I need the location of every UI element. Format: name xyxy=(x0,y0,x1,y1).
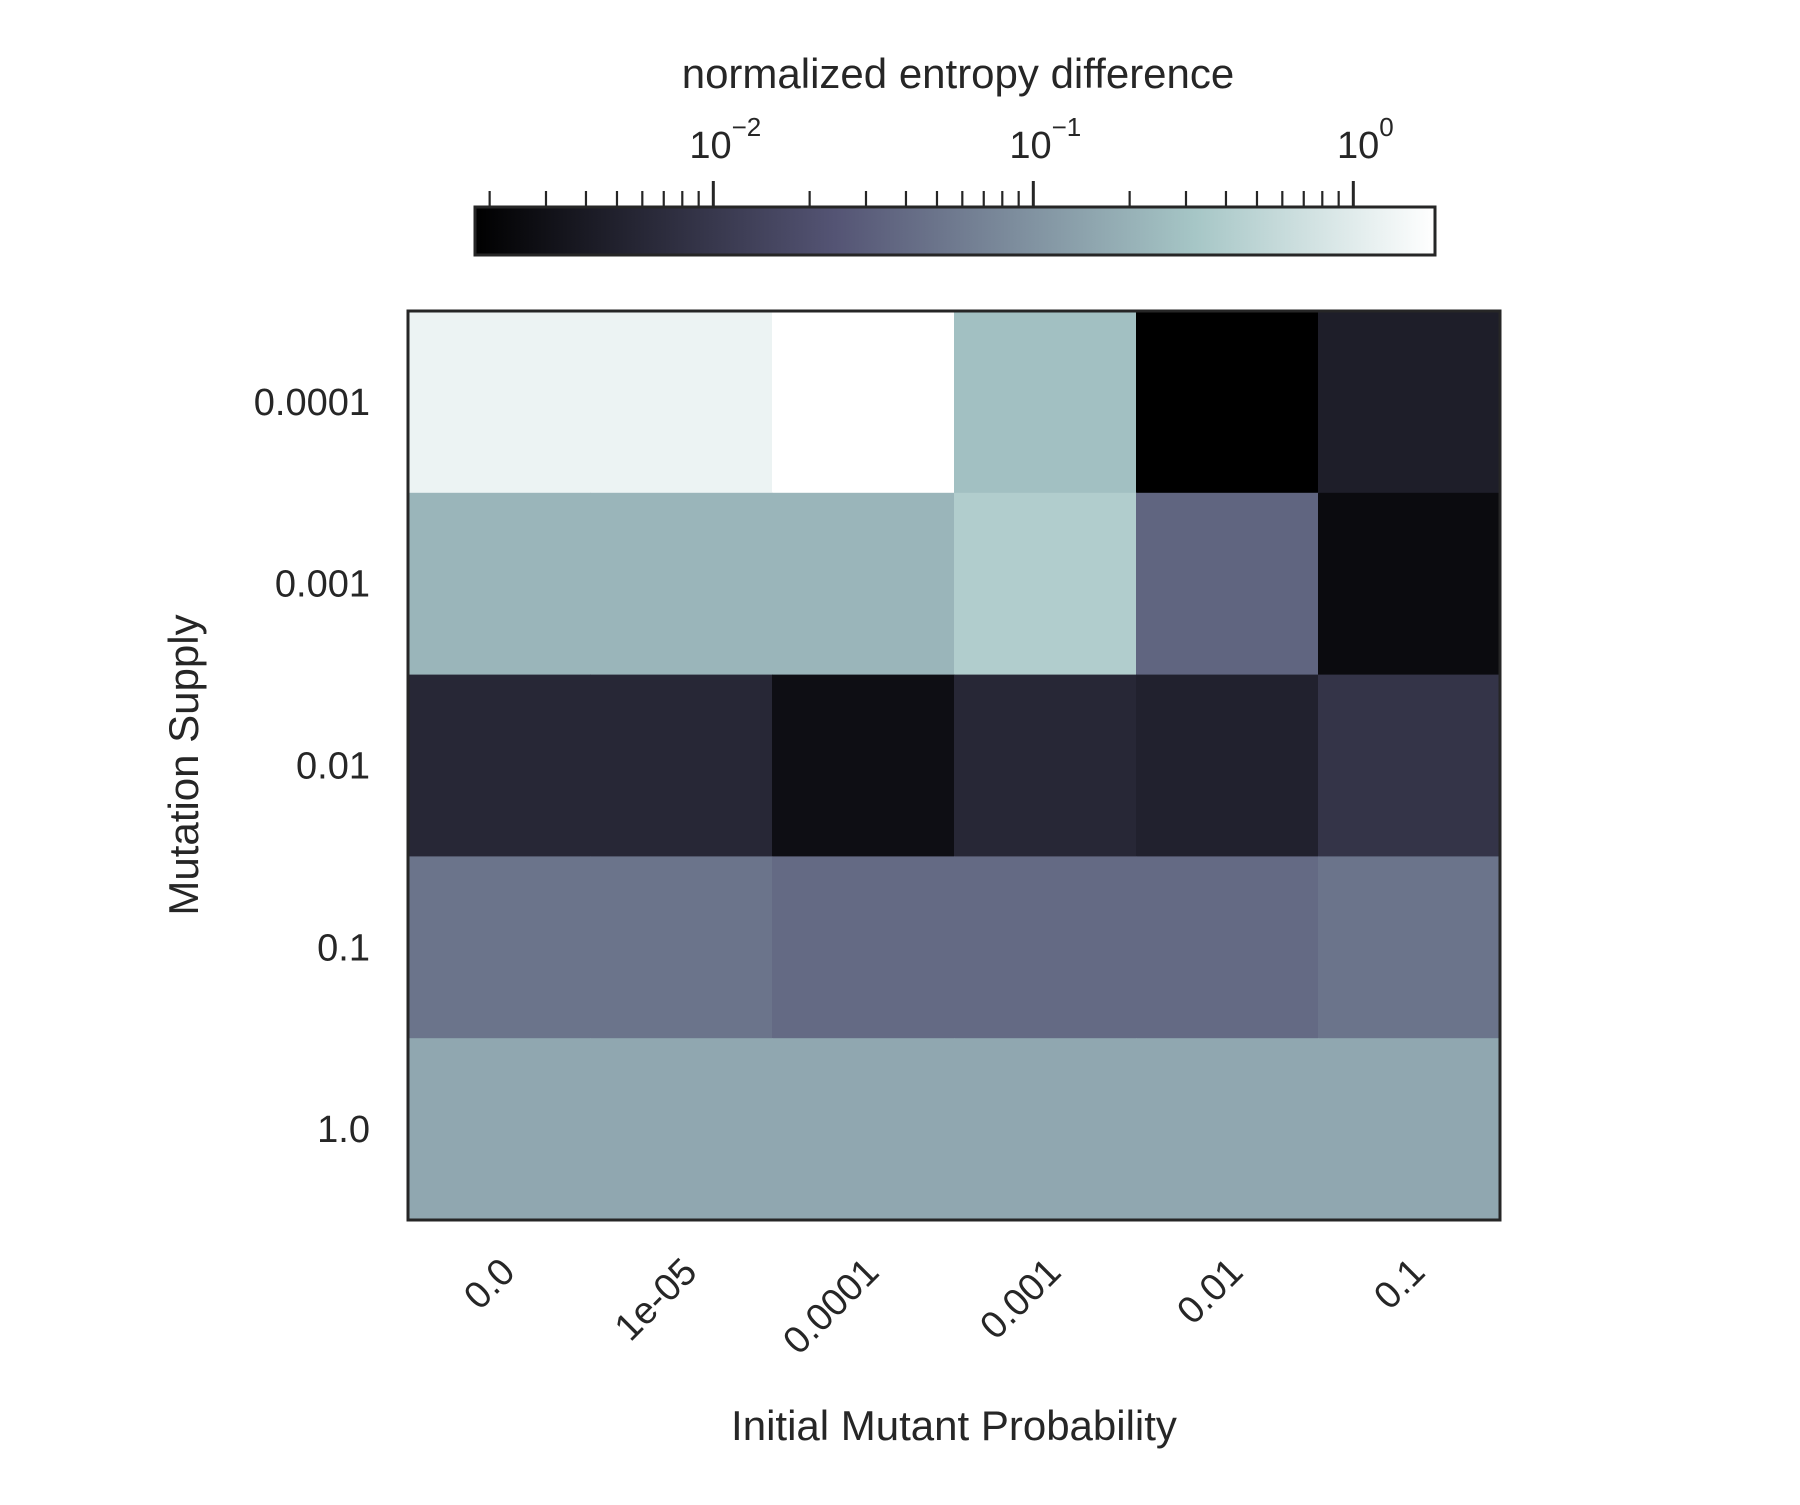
heatmap-cell xyxy=(590,674,773,857)
heatmap-cell xyxy=(1136,1038,1319,1221)
heatmap-cell xyxy=(954,856,1137,1039)
heatmap-cell xyxy=(772,674,955,857)
heatmap-cell xyxy=(590,1038,773,1221)
heatmap-cell xyxy=(772,311,955,494)
x-tick-labels: 0.0 1e-05 0.0001 0.001 0.01 0.1 xyxy=(456,1251,1433,1363)
x-tick-label: 0.1 xyxy=(1366,1251,1433,1318)
colorbar-tick-label: 100 xyxy=(1337,112,1394,167)
heatmap-cell xyxy=(1136,674,1319,857)
heatmap-cell xyxy=(954,492,1137,676)
y-tick-labels: 0.0001 0.001 0.01 0.1 1.0 xyxy=(254,382,370,1151)
colorbar-gradient xyxy=(475,207,1435,255)
heatmap-cell xyxy=(772,1038,955,1221)
x-tick-label: 1e-05 xyxy=(607,1251,705,1349)
heatmap-cell xyxy=(1318,311,1501,494)
heatmap-cell xyxy=(408,1038,591,1221)
colorbar-frame xyxy=(473,205,1437,257)
colorbar-tick-label: 10−1 xyxy=(1009,112,1081,167)
heatmap-cell xyxy=(1136,856,1319,1039)
heatmap-cells xyxy=(408,311,1501,1221)
heatmap-cell xyxy=(408,311,591,494)
heatmap-cell xyxy=(1318,856,1501,1039)
colorbar-tick-label: 10−2 xyxy=(689,112,761,167)
y-tick-label: 1.0 xyxy=(317,1109,370,1151)
heatmap-cell xyxy=(590,311,773,494)
heatmap-cell xyxy=(954,1038,1137,1221)
colorbar-ticks: 10−2 10−1 100 xyxy=(488,112,1394,207)
colorbar-label: normalized entropy difference xyxy=(682,50,1235,97)
y-tick-label: 0.0001 xyxy=(254,382,370,424)
y-tick-label: 0.01 xyxy=(296,746,370,788)
y-axis-label: Mutation Supply xyxy=(160,614,207,915)
heatmap-cell xyxy=(590,856,773,1039)
heatmap-cell xyxy=(408,856,591,1039)
x-tick-label: 0.0001 xyxy=(775,1251,887,1363)
heatmap-cell xyxy=(772,492,955,676)
x-tick-label: 0.001 xyxy=(972,1251,1069,1348)
heatmap-cell xyxy=(590,492,773,676)
heatmap-cell xyxy=(1136,492,1319,676)
x-tick-label: 0.0 xyxy=(456,1251,523,1318)
x-axis-label: Initial Mutant Probability xyxy=(731,1402,1177,1449)
heatmap-cell xyxy=(408,492,591,676)
heatmap-cell xyxy=(954,311,1137,494)
heatmap-cell xyxy=(772,856,955,1039)
y-tick-label: 0.001 xyxy=(275,564,370,606)
plot-frame xyxy=(406,309,1502,1222)
y-tick-label: 0.1 xyxy=(317,927,370,969)
heatmap-cell xyxy=(1318,674,1501,857)
heatmap-cell xyxy=(1136,311,1319,494)
heatmap-cell xyxy=(954,674,1137,857)
heatmap-cell xyxy=(1318,1038,1501,1221)
heatmap-cell xyxy=(408,674,591,857)
heatmap-cell xyxy=(1318,492,1501,676)
x-tick-label: 0.01 xyxy=(1169,1251,1251,1333)
